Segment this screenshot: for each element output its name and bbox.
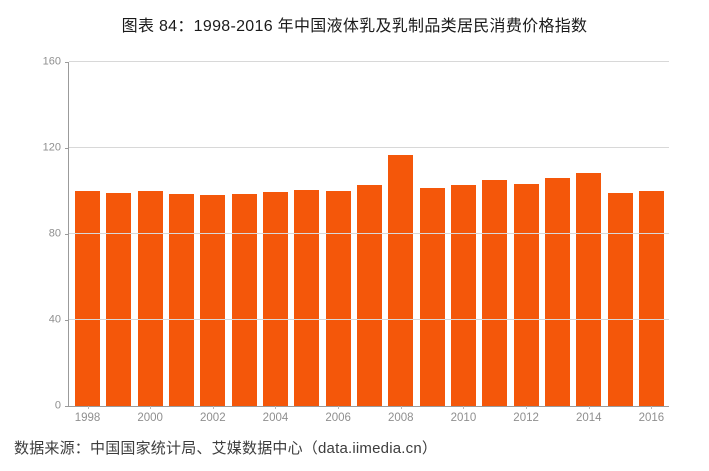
bar-slot-2014: 2014 xyxy=(576,62,602,424)
x-axis-label-2008: 2008 xyxy=(387,412,414,424)
bar-2014 xyxy=(576,172,602,406)
bar-slot-2016: 2016 xyxy=(638,62,664,424)
bar-slot-2009 xyxy=(419,62,445,406)
bar-2012 xyxy=(513,183,539,406)
x-axis-tick-2000 xyxy=(150,406,152,409)
bar-slot-1998: 1998 xyxy=(75,62,100,424)
x-axis-tick-2014 xyxy=(588,406,590,409)
y-axis-tick-0 xyxy=(65,406,69,407)
bar-slot-2010: 2010 xyxy=(450,62,476,424)
x-axis-tick-2012 xyxy=(526,406,528,409)
bar-slot-2013 xyxy=(544,62,570,406)
y-axis-label-160: 160 xyxy=(42,55,61,68)
bars-container: 1998 2000 2002 2004 2006 2008 2010 2012 2014 2016 xyxy=(75,62,664,424)
bar-2002 xyxy=(200,195,226,406)
bar-slot-2011 xyxy=(482,62,508,406)
bar-1998 xyxy=(75,190,100,406)
y-axis-label-80: 80 xyxy=(48,227,61,240)
bar-slot-2005 xyxy=(294,62,320,406)
bar-slot-2007 xyxy=(356,62,382,406)
x-axis-label-2002: 2002 xyxy=(200,412,226,424)
bar-2010 xyxy=(450,185,476,406)
y-axis-tick-160 xyxy=(65,62,69,63)
bar-2009 xyxy=(419,188,445,406)
bar-2008 xyxy=(388,155,414,406)
bar-2003 xyxy=(231,194,257,406)
bar-slot-2002: 2002 xyxy=(200,62,226,424)
bar-2016 xyxy=(638,191,664,406)
x-axis-label-2010: 2010 xyxy=(450,412,477,424)
data-source-note: 数据来源：中国国家统计局、艾媒数据中心（data.iimedia.cn） xyxy=(14,440,438,457)
bar-slot-2015 xyxy=(607,62,633,406)
x-axis-tick-2004 xyxy=(275,406,277,409)
x-axis-label-2016: 2016 xyxy=(638,412,665,424)
y-axis-tick-40 xyxy=(65,320,69,321)
x-axis-label-2004: 2004 xyxy=(262,412,289,424)
x-axis-label-2006: 2006 xyxy=(325,412,351,424)
gridline-120 xyxy=(69,147,669,148)
bar-2007 xyxy=(356,184,382,406)
bar-slot-2008: 2008 xyxy=(388,62,414,424)
bar-slot-2003 xyxy=(231,62,257,406)
bar-2001 xyxy=(168,194,194,406)
x-axis-tick-2006 xyxy=(338,406,340,409)
x-axis-label-1998: 1998 xyxy=(74,412,101,424)
y-axis-tick-80 xyxy=(65,234,69,235)
x-axis-tick-2016 xyxy=(651,406,653,409)
bar-2011 xyxy=(482,180,508,406)
y-axis-label-0: 0 xyxy=(54,399,61,412)
bar-slot-2004: 2004 xyxy=(262,62,288,424)
bar-2000 xyxy=(137,191,163,406)
bar-2005 xyxy=(294,190,320,406)
x-axis-label-2012: 2012 xyxy=(513,412,539,424)
bar-slot-2006: 2006 xyxy=(325,62,351,424)
bar-slot-2012: 2012 xyxy=(513,62,539,424)
bar-2015 xyxy=(607,193,633,406)
gridline-40 xyxy=(69,319,669,320)
x-axis-tick-2008 xyxy=(400,406,402,409)
bar-2006 xyxy=(325,190,351,406)
x-axis-tick-2002 xyxy=(212,406,214,409)
x-axis-tick-2010 xyxy=(463,406,465,409)
bar-slot-1999 xyxy=(106,62,132,406)
bar-1999 xyxy=(106,193,132,406)
y-axis-label-120: 120 xyxy=(42,141,61,154)
x-axis-tick-1998 xyxy=(87,406,89,409)
y-axis-label-40: 40 xyxy=(48,313,61,326)
gridline-160 xyxy=(69,61,669,62)
x-axis-label-2014: 2014 xyxy=(575,412,602,424)
chart-title: 图表 84：1998-2016 年中国液体乳及乳制品类居民消费价格指数 xyxy=(121,18,588,35)
plot-area: 1998 2000 2002 2004 2006 2008 2010 2012 2014 2016… xyxy=(43,56,669,424)
bar-2004 xyxy=(262,192,288,406)
bar-2013 xyxy=(544,177,570,406)
gridline-80 xyxy=(69,233,669,234)
x-axis-label-2000: 2000 xyxy=(137,412,163,424)
bar-slot-2000: 2000 xyxy=(137,62,163,424)
y-axis-tick-120 xyxy=(65,148,69,149)
bar-slot-2001 xyxy=(168,62,194,406)
